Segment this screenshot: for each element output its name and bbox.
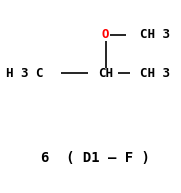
- Text: CH 3: CH 3: [140, 28, 170, 41]
- Text: CH 3: CH 3: [140, 67, 170, 80]
- Text: CH: CH: [98, 67, 113, 80]
- Text: 6  ( D1 — F ): 6 ( D1 — F ): [41, 151, 150, 165]
- Text: H 3 C: H 3 C: [6, 67, 44, 80]
- Text: O: O: [102, 28, 109, 41]
